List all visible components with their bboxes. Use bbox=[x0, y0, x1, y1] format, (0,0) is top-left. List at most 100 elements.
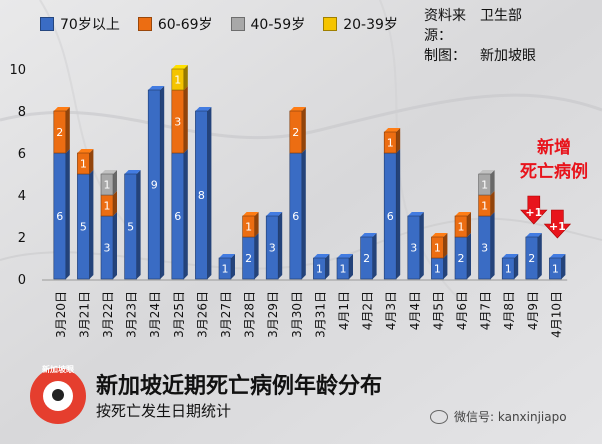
bar-segment bbox=[525, 236, 539, 280]
x-tick-label: 3月25日 bbox=[172, 291, 186, 338]
bar-value-label: 1 bbox=[245, 221, 252, 234]
bar-value-label: 3 bbox=[269, 242, 276, 255]
bar-segment bbox=[431, 236, 444, 259]
y-tick-label: 8 bbox=[18, 105, 26, 120]
bar-value-label: 3 bbox=[104, 242, 111, 255]
bar-value-label: 1 bbox=[481, 200, 488, 213]
bar-side bbox=[396, 149, 401, 279]
bar-top bbox=[455, 212, 471, 216]
bar-top bbox=[478, 170, 495, 174]
bar-side bbox=[183, 149, 188, 279]
bar-top bbox=[313, 254, 330, 258]
legend-item-20-39: 20-39岁 bbox=[323, 14, 398, 34]
bar-side bbox=[183, 86, 188, 153]
wechat-icon bbox=[430, 409, 448, 424]
bar-side bbox=[467, 212, 471, 237]
bar-side bbox=[561, 254, 566, 279]
bar-segment bbox=[313, 257, 326, 280]
y-tick-label: 10 bbox=[9, 63, 26, 78]
credit-label: 制图： bbox=[424, 48, 466, 64]
bar-side bbox=[183, 65, 188, 90]
bar-side bbox=[278, 212, 283, 279]
credit-value: 新加坡眼 bbox=[480, 48, 536, 64]
legend-item-70plus: 70岁以上 bbox=[40, 14, 120, 34]
bar-side bbox=[65, 107, 70, 153]
bar-side bbox=[207, 107, 212, 279]
y-tick-label: 4 bbox=[18, 189, 26, 204]
bar-top bbox=[53, 107, 70, 111]
legend-label-70plus: 70岁以上 bbox=[60, 17, 120, 33]
x-tick-label: 4月8日 bbox=[502, 291, 516, 330]
bar-side bbox=[254, 233, 259, 279]
bar-segment bbox=[147, 89, 161, 280]
bar-value-label: 2 bbox=[458, 252, 465, 265]
bar-top bbox=[101, 170, 117, 174]
new-deaths-annotation: 新增 死亡病例 bbox=[520, 136, 588, 184]
bar-value-label: 6 bbox=[56, 210, 63, 223]
bar-value-label: 2 bbox=[56, 126, 63, 139]
bar-value-label: 2 bbox=[292, 126, 299, 139]
bar-top bbox=[337, 254, 353, 258]
bar-side bbox=[349, 254, 353, 279]
bar-side bbox=[490, 191, 495, 216]
x-tick-label: 3月23日 bbox=[125, 291, 139, 338]
bar-segment bbox=[100, 173, 114, 196]
down-arrow-icon bbox=[543, 209, 572, 239]
bar-top bbox=[360, 233, 377, 237]
x-tick-label: 4月7日 bbox=[479, 291, 493, 330]
bar-top bbox=[77, 149, 94, 153]
y-tick-label: 6 bbox=[18, 147, 26, 162]
bar-value-label: 1 bbox=[434, 263, 441, 276]
bar-value-label: 6 bbox=[174, 210, 181, 223]
bar-value-label: 9 bbox=[151, 179, 158, 192]
bar-value-label: 1 bbox=[481, 179, 488, 192]
bar-value-label: 1 bbox=[174, 74, 181, 87]
bar-side bbox=[89, 149, 94, 174]
logo-text: 新加坡眼 bbox=[42, 365, 74, 374]
bar-side bbox=[514, 254, 519, 279]
x-tick-label: 4月5日 bbox=[431, 291, 445, 330]
bar-top bbox=[148, 86, 165, 90]
bar-segment bbox=[478, 173, 491, 196]
bar-segment bbox=[171, 68, 185, 91]
x-tick-label: 3月29日 bbox=[266, 291, 280, 338]
annotation-label: +1 bbox=[549, 220, 566, 233]
annotation-line-1: 新增 bbox=[537, 138, 571, 158]
bar-side bbox=[113, 191, 117, 216]
source-info: 资料来源： 卫生部 制图： 新加坡眼 bbox=[424, 6, 536, 66]
legend-swatch-60-69 bbox=[137, 17, 152, 31]
bar-segment bbox=[124, 173, 137, 280]
bar-side bbox=[396, 128, 401, 153]
bar-side bbox=[301, 107, 306, 153]
x-tick-label: 3月20日 bbox=[54, 291, 68, 338]
bar-side bbox=[136, 170, 141, 279]
bar-segment bbox=[501, 257, 515, 280]
bar-side bbox=[537, 233, 542, 279]
bar-value-label: 1 bbox=[104, 179, 111, 192]
bar-top bbox=[219, 254, 235, 258]
bar-segment bbox=[407, 215, 421, 280]
legend-label-60-69: 60-69岁 bbox=[157, 17, 213, 33]
bar-value-label: 1 bbox=[552, 263, 559, 276]
bar-value-label: 1 bbox=[458, 221, 465, 234]
bar-segment bbox=[265, 215, 279, 280]
bar-side bbox=[443, 254, 448, 279]
legend-item-60-69: 60-69岁 bbox=[137, 14, 213, 34]
source-label: 资料来源： bbox=[424, 8, 466, 44]
bar-value-label: 1 bbox=[340, 263, 347, 276]
x-tick-label: 4月6日 bbox=[455, 291, 469, 330]
bar-top bbox=[384, 128, 401, 132]
bar-value-label: 1 bbox=[505, 263, 512, 276]
x-tick-label: 3月27日 bbox=[219, 291, 233, 338]
bar-value-label: 3 bbox=[174, 116, 181, 129]
bar-segment bbox=[53, 110, 67, 154]
bar-side bbox=[89, 170, 94, 279]
bar-value-label: 1 bbox=[316, 263, 323, 276]
legend-swatch-20-39 bbox=[323, 17, 338, 31]
bar-side bbox=[443, 233, 448, 258]
bar-value-label: 5 bbox=[80, 221, 87, 234]
bar-top bbox=[407, 212, 424, 216]
bar-top bbox=[195, 107, 212, 111]
bar-value-label: 1 bbox=[104, 200, 111, 213]
bar-value-label: 2 bbox=[363, 252, 370, 265]
